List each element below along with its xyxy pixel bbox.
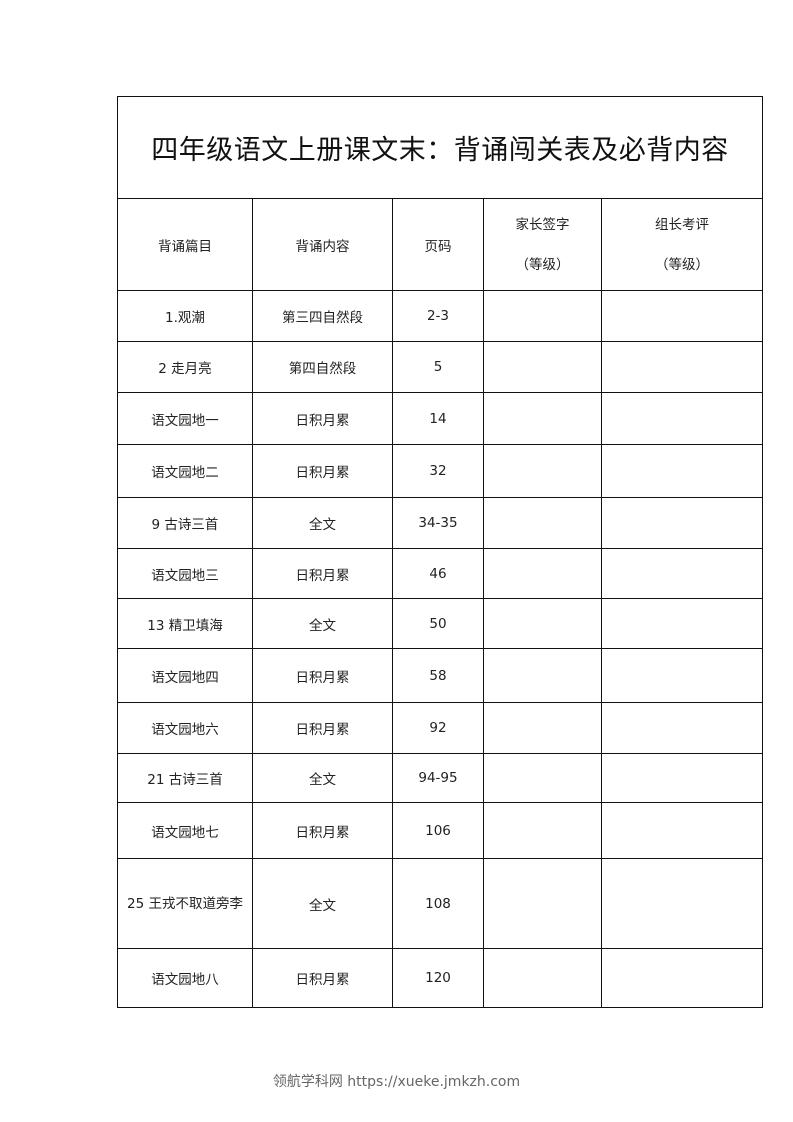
cell-leader-eval[interactable] (600, 392, 764, 445)
cell-parent-sign[interactable] (483, 802, 602, 859)
cell-parent-sign[interactable] (483, 702, 602, 754)
table-row: 9 古诗三首 全文 34-35 (117, 497, 764, 549)
cell-piece: 2 走月亮 (117, 341, 253, 393)
cell-piece: 语文园地一 (117, 392, 253, 445)
cell-piece: 语文园地四 (117, 648, 253, 703)
cell-leader-eval[interactable] (600, 497, 764, 549)
cell-leader-eval[interactable] (600, 290, 764, 342)
table-row: 语文园地六 日积月累 92 (117, 702, 764, 754)
cell-leader-eval[interactable] (600, 753, 764, 803)
cell-page: 50 (392, 598, 484, 649)
header-leader-eval-sub: （等级） (655, 256, 709, 273)
cell-content: 日积月累 (252, 802, 393, 859)
cell-parent-sign[interactable] (483, 648, 602, 703)
cell-parent-sign[interactable] (483, 948, 602, 1008)
cell-content: 全文 (252, 858, 393, 949)
table-row: 语文园地一 日积月累 14 (117, 392, 764, 445)
cell-piece: 语文园地二 (117, 444, 253, 498)
table-row: 语文园地四 日积月累 58 (117, 648, 764, 703)
cell-leader-eval[interactable] (600, 648, 764, 703)
cell-parent-sign[interactable] (483, 598, 602, 649)
cell-piece: 语文园地七 (117, 802, 253, 859)
header-parent-sign-sub: （等级） (515, 256, 570, 273)
cell-parent-sign[interactable] (483, 392, 602, 445)
cell-page: 14 (392, 392, 484, 445)
header-page: 页码 (392, 198, 484, 291)
cell-leader-eval[interactable] (600, 548, 764, 599)
cell-page: 2-3 (392, 290, 484, 342)
cell-content: 全文 (252, 598, 393, 649)
cell-leader-eval[interactable] (600, 702, 764, 754)
cell-piece: 13 精卫填海 (117, 598, 253, 649)
cell-page: 46 (392, 548, 484, 599)
table-row: 语文园地七 日积月累 106 (117, 802, 764, 859)
header-content: 背诵内容 (252, 198, 393, 291)
cell-parent-sign[interactable] (483, 290, 602, 342)
cell-page: 58 (392, 648, 484, 703)
table-row: 1.观潮 第三四自然段 2-3 (117, 290, 764, 342)
cell-content: 第三四自然段 (252, 290, 393, 342)
cell-content: 全文 (252, 753, 393, 803)
cell-content: 日积月累 (252, 702, 393, 754)
cell-piece: 语文园地八 (117, 948, 253, 1008)
table-row: 13 精卫填海 全文 50 (117, 598, 764, 649)
table-row: 21 古诗三首 全文 94-95 (117, 753, 764, 803)
cell-page: 5 (392, 341, 484, 393)
cell-content: 日积月累 (252, 392, 393, 445)
cell-parent-sign[interactable] (483, 858, 602, 949)
cell-leader-eval[interactable] (600, 444, 764, 498)
header-parent-sign-label: 家长签字 (515, 216, 570, 233)
cell-content: 日积月累 (252, 548, 393, 599)
cell-leader-eval[interactable] (600, 802, 764, 859)
cell-piece: 9 古诗三首 (117, 497, 253, 549)
cell-page: 120 (392, 948, 484, 1008)
cell-page: 34-35 (392, 497, 484, 549)
cell-parent-sign[interactable] (483, 753, 602, 803)
table-row: 25 王戎不取道旁李 全文 108 (117, 858, 764, 949)
cell-content: 日积月累 (252, 648, 393, 703)
cell-leader-eval[interactable] (600, 858, 764, 949)
table-row: 2 走月亮 第四自然段 5 (117, 341, 764, 393)
cell-content: 全文 (252, 497, 393, 549)
cell-piece: 25 王戎不取道旁李 (117, 858, 253, 949)
footer-watermark: 领航学科网 https://xueke.jmkzh.com (272, 1074, 521, 1090)
page-title: 四年级语文上册课文末：背诵闯关表及必背内容 (116, 96, 764, 199)
cell-parent-sign[interactable] (483, 341, 602, 393)
cell-piece: 21 古诗三首 (117, 753, 253, 803)
cell-piece: 语文园地三 (117, 548, 253, 599)
cell-parent-sign[interactable] (483, 444, 602, 498)
header-leader-eval: 组长考评 （等级） (600, 198, 764, 291)
header-row: 背诵篇目 背诵内容 页码 家长签字 （等级） 组长考评 （等级） (117, 198, 764, 291)
cell-parent-sign[interactable] (483, 497, 602, 549)
cell-leader-eval[interactable] (600, 598, 764, 649)
cell-page: 106 (392, 802, 484, 859)
cell-page: 32 (392, 444, 484, 498)
cell-page: 92 (392, 702, 484, 754)
cell-content: 第四自然段 (252, 341, 393, 393)
cell-page: 108 (392, 858, 484, 949)
header-piece: 背诵篇目 (117, 198, 253, 291)
cell-piece: 语文园地六 (117, 702, 253, 754)
cell-leader-eval[interactable] (600, 948, 764, 1008)
table-row: 语文园地八 日积月累 120 (117, 948, 764, 1008)
cell-piece: 1.观潮 (117, 290, 253, 342)
cell-leader-eval[interactable] (600, 341, 764, 393)
recitation-table: 四年级语文上册课文末：背诵闯关表及必背内容 背诵篇目 背诵内容 页码 家长签字 （… (116, 96, 764, 1008)
header-parent-sign: 家长签字 （等级） (483, 198, 602, 291)
table-row: 语文园地二 日积月累 32 (117, 444, 764, 498)
table-row: 语文园地三 日积月累 46 (117, 548, 764, 599)
cell-page: 94-95 (392, 753, 484, 803)
cell-content: 日积月累 (252, 948, 393, 1008)
cell-parent-sign[interactable] (483, 548, 602, 599)
cell-content: 日积月累 (252, 444, 393, 498)
header-leader-eval-label: 组长考评 (655, 216, 709, 233)
